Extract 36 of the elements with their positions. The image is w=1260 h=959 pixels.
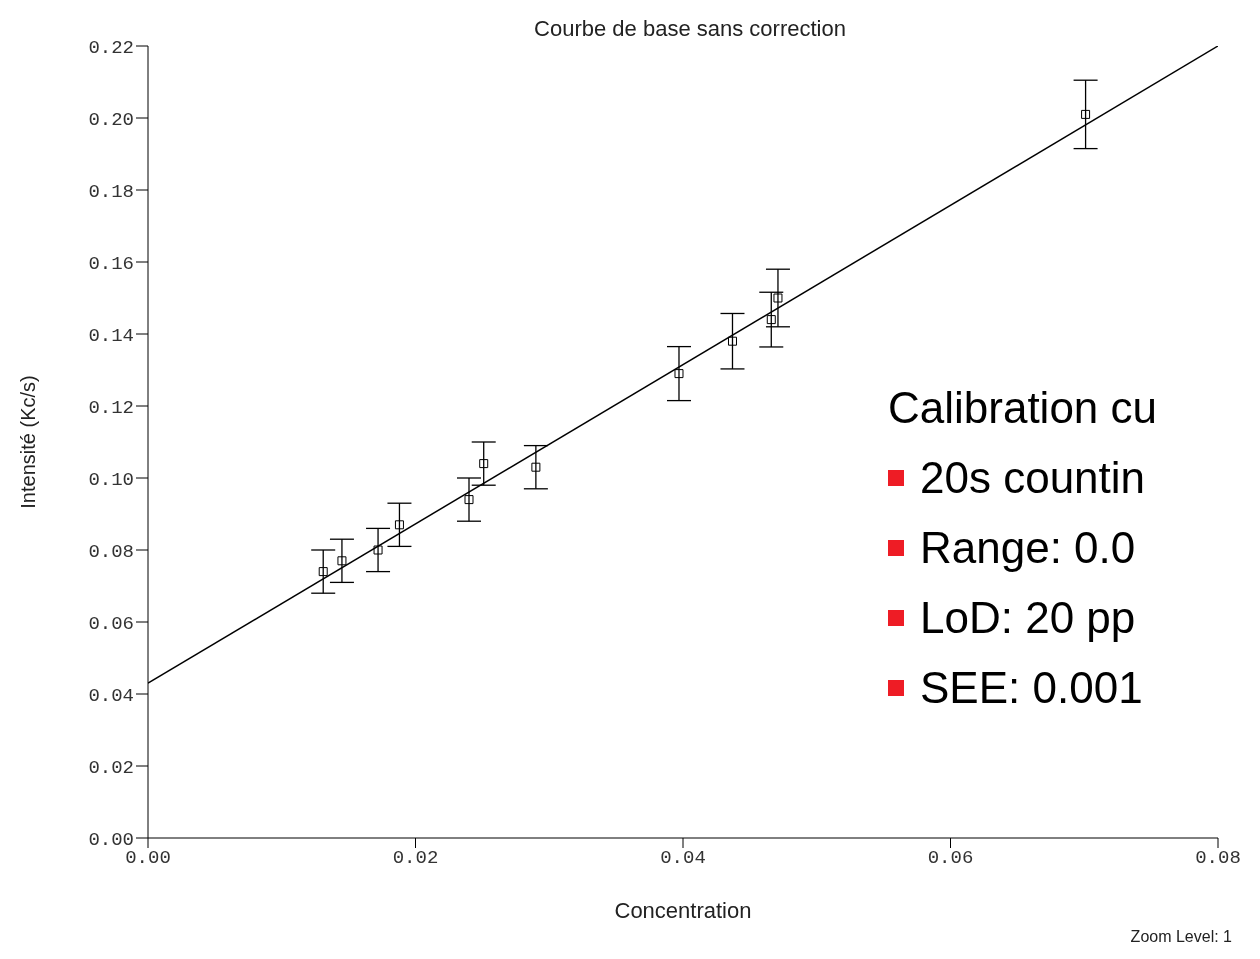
y-tick-label: 0.06 bbox=[88, 612, 134, 635]
y-tick-label: 0.20 bbox=[88, 108, 134, 131]
x-tick-label: 0.06 bbox=[927, 847, 974, 870]
y-tick-label: 0.10 bbox=[88, 468, 134, 491]
chart-title: Courbe de base sans correction bbox=[534, 16, 846, 41]
annotation: Calibration cu bbox=[888, 382, 1158, 434]
point bbox=[479, 459, 489, 469]
point bbox=[373, 545, 383, 555]
y-tick-label: 0.04 bbox=[88, 684, 134, 707]
x-tick-label: 0.08 bbox=[1195, 847, 1241, 870]
point bbox=[464, 495, 474, 505]
point bbox=[1081, 109, 1091, 119]
annotation: LoD: 20 pp bbox=[920, 592, 1136, 644]
point bbox=[674, 369, 684, 379]
annotation: 20s countin bbox=[920, 452, 1146, 504]
y-tick-label: 0.14 bbox=[88, 324, 134, 347]
point bbox=[727, 336, 737, 346]
point bbox=[318, 567, 328, 577]
y-tick-label: 0.18 bbox=[88, 180, 134, 203]
y-axis-title: Intensité (Kc/s) bbox=[17, 375, 40, 509]
y-tick-label: 0.22 bbox=[88, 36, 134, 59]
x-tick-label: 0.02 bbox=[392, 847, 439, 870]
annotation: SEE: 0.001 bbox=[920, 662, 1143, 714]
annotation: Range: 0.0 bbox=[920, 522, 1136, 574]
point bbox=[766, 315, 776, 325]
y-tick-label: 0.08 bbox=[88, 540, 134, 563]
y-tick-label: 0.16 bbox=[88, 252, 134, 275]
y-tick-label: 0.12 bbox=[88, 396, 134, 419]
point bbox=[531, 462, 541, 472]
text: Zoom Level: 1 bbox=[1130, 928, 1232, 946]
point bbox=[394, 520, 404, 530]
x-axis-title: Concentration bbox=[614, 898, 752, 923]
x-tick-label: 0.04 bbox=[660, 847, 706, 870]
point bbox=[337, 556, 347, 566]
y-tick-label: 0.02 bbox=[88, 756, 134, 779]
point bbox=[773, 293, 783, 303]
